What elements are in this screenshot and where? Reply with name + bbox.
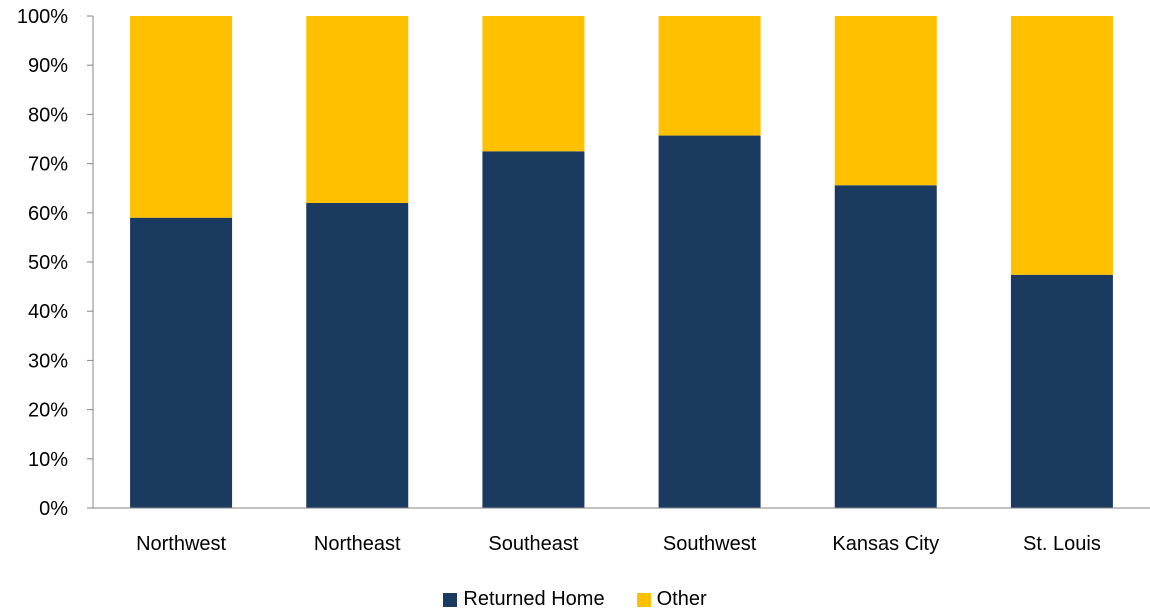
y-tick-label: 70% <box>28 154 68 176</box>
bar-other <box>658 16 761 136</box>
bar-returned-home <box>658 135 761 508</box>
bar-other <box>1010 16 1113 275</box>
x-tick-label: St. Louis <box>1023 533 1101 555</box>
y-tick-label: 0% <box>39 498 68 520</box>
x-tick-label: Southwest <box>663 533 757 555</box>
bar-returned-home <box>1010 274 1113 508</box>
legend-item-other: Other <box>636 588 707 611</box>
x-tick-label: Northeast <box>314 533 401 555</box>
bar-other <box>130 16 233 218</box>
bar-other <box>306 16 409 203</box>
y-tick-label: 50% <box>28 252 68 274</box>
y-tick-label: 30% <box>28 350 68 372</box>
bar-returned-home <box>306 202 409 508</box>
y-tick-label: 80% <box>28 104 68 126</box>
legend-label-other: Other <box>656 588 707 610</box>
y-tick-label: 90% <box>28 55 68 77</box>
legend-item-returned-home: Returned Home <box>443 588 605 611</box>
y-tick-label: 40% <box>28 301 68 323</box>
y-tick-label: 20% <box>28 400 68 422</box>
bar-returned-home <box>130 217 233 508</box>
y-tick-label: 100% <box>17 6 68 28</box>
bar-other <box>482 16 585 152</box>
legend-swatch-other <box>636 592 651 607</box>
y-tick-label: 60% <box>28 203 68 225</box>
bar-returned-home <box>482 151 585 509</box>
x-tick-label: Southeast <box>488 533 579 555</box>
x-tick-label: Kansas City <box>832 533 939 555</box>
legend-label-returned-home: Returned Home <box>463 588 605 610</box>
y-tick-label: 10% <box>28 449 68 471</box>
bar-other <box>834 16 937 186</box>
bar-returned-home <box>834 185 937 509</box>
x-tick-label: Northwest <box>136 533 226 555</box>
legend-swatch-returned-home <box>443 592 458 607</box>
legend: Returned Home Other <box>0 588 1150 611</box>
